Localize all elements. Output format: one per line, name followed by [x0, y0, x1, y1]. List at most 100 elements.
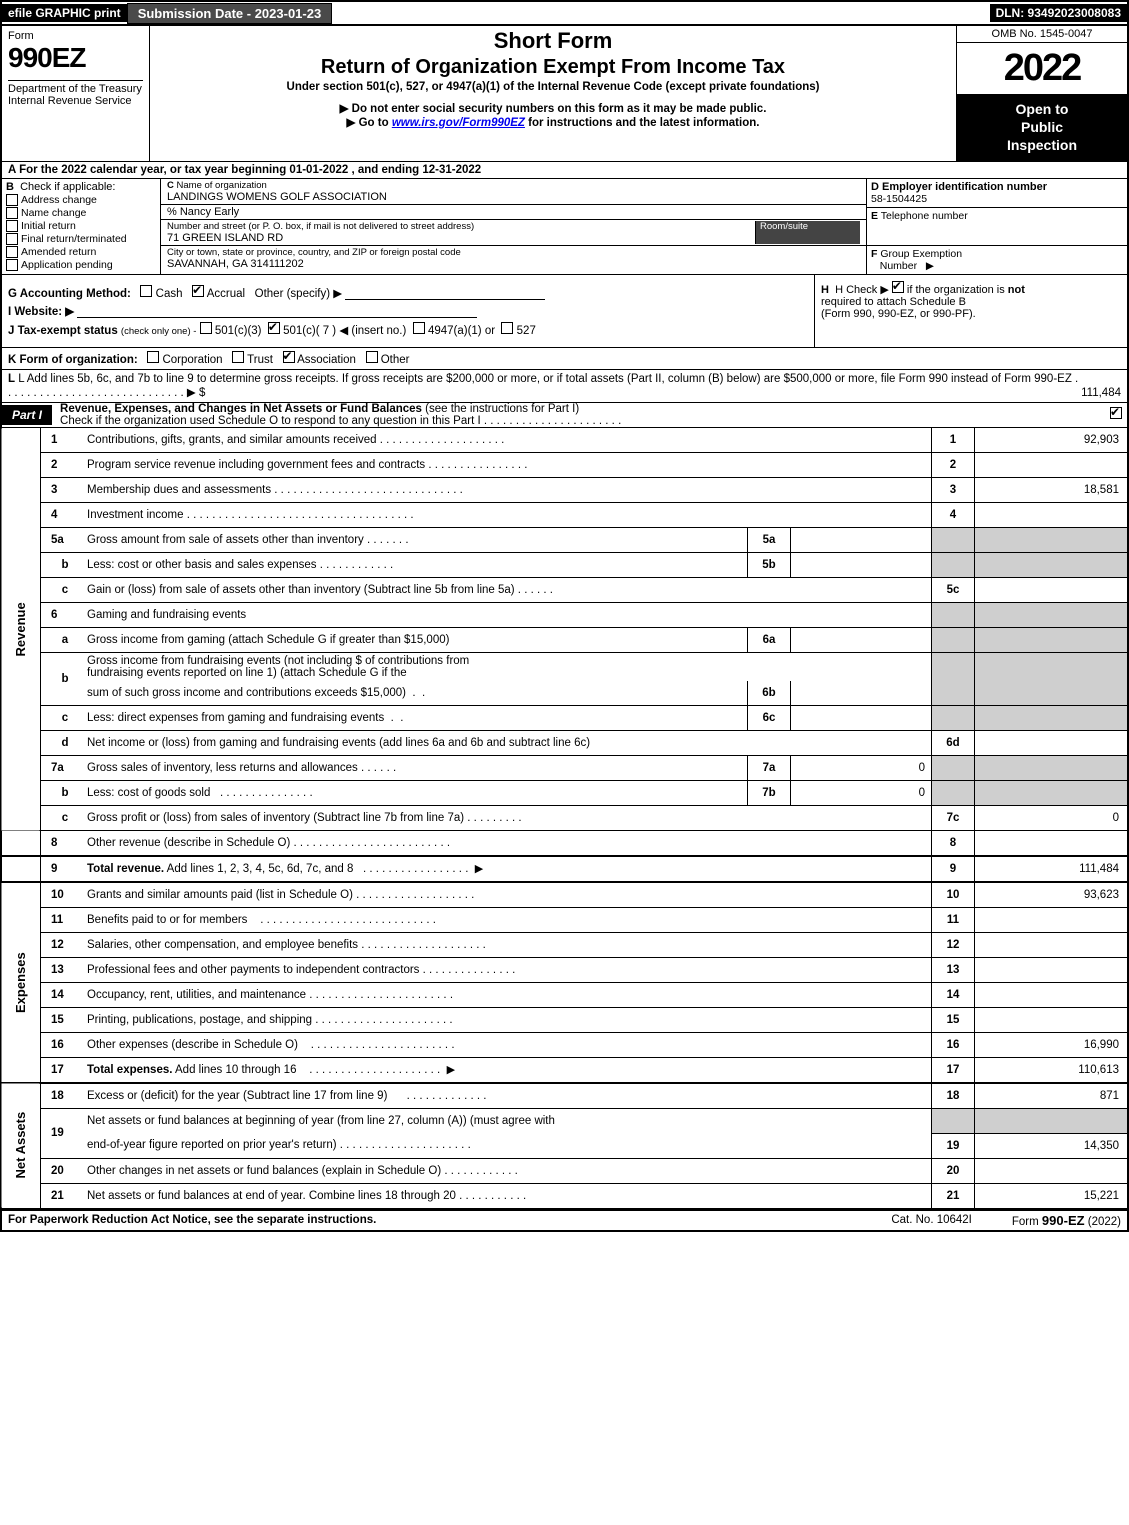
val-20 — [975, 1158, 1129, 1183]
section-c: C Name of organization LANDINGS WOMENS G… — [161, 179, 866, 274]
line-k: K Form of organization: Corporation Trus… — [0, 348, 1129, 370]
val-5b — [791, 552, 932, 577]
ein-header: D Employer identification number — [871, 181, 1123, 193]
val-6a — [791, 627, 932, 652]
row-13: 13 Professional fees and other payments … — [1, 957, 1128, 982]
cb-cash[interactable] — [140, 285, 152, 297]
section-bcdef: B B Check if applicable:Check if applica… — [0, 179, 1129, 275]
group-exemption-label: Group Exemption — [880, 248, 962, 260]
section-b: B B Check if applicable:Check if applica… — [2, 179, 161, 274]
row-9: 9 Total revenue. Add lines 1, 2, 3, 4, 5… — [1, 856, 1128, 882]
cb-501c[interactable] — [268, 322, 280, 334]
side-label-revenue: Revenue — [1, 428, 41, 831]
val-10: 93,623 — [975, 882, 1129, 908]
open-public-badge: Open to Public Inspection — [957, 94, 1127, 161]
ssn-notice: ▶ Do not enter social security numbers o… — [158, 101, 948, 115]
short-form-title: Short Form — [158, 28, 948, 54]
row-17: 17 Total expenses. Add lines 10 through … — [1, 1057, 1128, 1083]
cb-corporation[interactable] — [147, 351, 159, 363]
val-9: 111,484 — [975, 856, 1129, 882]
row-7a: 7a Gross sales of inventory, less return… — [1, 755, 1128, 780]
row-15: 15 Printing, publications, postage, and … — [1, 1007, 1128, 1032]
row-6c: c Less: direct expenses from gaming and … — [1, 705, 1128, 730]
cb-accrual[interactable] — [192, 285, 204, 297]
row-6d: d Net income or (loss) from gaming and f… — [1, 730, 1128, 755]
irs-link[interactable]: www.irs.gov/Form990EZ — [392, 117, 525, 129]
form-number: 990EZ — [8, 42, 143, 74]
val-14 — [975, 982, 1129, 1007]
val-3: 18,581 — [975, 477, 1129, 502]
val-16: 16,990 — [975, 1032, 1129, 1057]
care-of: % Nancy Early — [167, 206, 860, 218]
cb-final-return[interactable]: Final return/terminated — [6, 233, 156, 245]
street-value: 71 GREEN ISLAND RD — [167, 232, 755, 244]
omb-number: OMB No. 1545-0047 — [957, 26, 1127, 43]
form-title: Return of Organization Exempt From Incom… — [158, 56, 948, 79]
row-11: 11 Benefits paid to or for members . . .… — [1, 907, 1128, 932]
row-5a: 5a Gross amount from sale of assets othe… — [1, 527, 1128, 552]
cb-4947[interactable] — [413, 322, 425, 334]
row-18: Net Assets 18 Excess or (deficit) for th… — [1, 1083, 1128, 1109]
side-label-net-assets: Net Assets — [1, 1083, 41, 1209]
cb-address-change[interactable]: Address change — [6, 194, 156, 206]
cb-trust[interactable] — [232, 351, 244, 363]
cb-association[interactable] — [283, 351, 295, 363]
phone-header: Telephone number — [881, 210, 968, 222]
efile-label: efile GRAPHIC print — [8, 6, 121, 20]
dept-treasury: Department of the Treasury — [8, 83, 143, 95]
row-6: 6 Gaming and fundraising events — [1, 602, 1128, 627]
dept-irs: Internal Revenue Service — [8, 95, 143, 107]
org-name-value: LANDINGS WOMENS GOLF ASSOCIATION — [167, 191, 860, 203]
cb-other-org[interactable] — [366, 351, 378, 363]
city-value: SAVANNAH, GA 314111202 — [167, 258, 860, 270]
cb-initial-return[interactable]: Initial return — [6, 220, 156, 232]
row-4: 4 Investment income . . . . . . . . . . … — [1, 502, 1128, 527]
line-l: L L Add lines 5b, 6c, and 7b to line 9 t… — [0, 370, 1129, 403]
row-10: Expenses 10 Grants and similar amounts p… — [1, 882, 1128, 908]
cb-name-change[interactable]: Name change — [6, 207, 156, 219]
page-footer: For Paperwork Reduction Act Notice, see … — [0, 1209, 1129, 1232]
row-2: 2 Program service revenue including gove… — [1, 452, 1128, 477]
cb-application-pending[interactable]: Application pending — [6, 259, 156, 271]
cb-527[interactable] — [501, 322, 513, 334]
val-13 — [975, 957, 1129, 982]
row-7b: b Less: cost of goods sold . . . . . . .… — [1, 780, 1128, 805]
form-subtitle: Under section 501(c), 527, or 4947(a)(1)… — [158, 81, 948, 93]
tax-year: 2022 — [957, 43, 1127, 94]
cb-schedule-b[interactable] — [892, 281, 904, 293]
cb-part-i-schedule-o[interactable] — [1110, 407, 1122, 419]
row-6a: a Gross income from gaming (attach Sched… — [1, 627, 1128, 652]
line-g: G Accounting Method: Cash Accrual Other … — [8, 285, 808, 300]
val-7c: 0 — [975, 805, 1129, 830]
val-12 — [975, 932, 1129, 957]
val-7b: 0 — [791, 780, 932, 805]
val-6d — [975, 730, 1129, 755]
val-6c — [791, 705, 932, 730]
gross-receipts-amount: 111,484 — [1081, 387, 1121, 399]
part-i-check-line: Check if the organization used Schedule … — [60, 415, 481, 427]
val-18: 871 — [975, 1083, 1129, 1109]
val-6b — [791, 681, 932, 706]
row-19a: 19 Net assets or fund balances at beginn… — [1, 1108, 1128, 1133]
header-left: Form 990EZ Department of the Treasury In… — [2, 26, 150, 161]
row-19b: end-of-year figure reported on prior yea… — [1, 1133, 1128, 1158]
form-word: Form — [8, 30, 143, 42]
cb-501c3[interactable] — [200, 322, 212, 334]
city-label: City or town, state or province, country… — [167, 247, 860, 258]
val-5c — [975, 577, 1129, 602]
val-15 — [975, 1007, 1129, 1032]
room-suite-label: Room/suite — [755, 221, 860, 244]
part-i-table: Revenue 1 Contributions, gifts, grants, … — [0, 428, 1129, 1209]
efile-print-button[interactable]: efile GRAPHIC print — [2, 4, 127, 22]
row-14: 14 Occupancy, rent, utilities, and maint… — [1, 982, 1128, 1007]
goto-notice: ▶ Go to www.irs.gov/Form990EZ for instru… — [158, 115, 948, 129]
val-17: 110,613 — [975, 1057, 1129, 1083]
submission-date-badge: Submission Date - 2023-01-23 — [127, 3, 333, 24]
line-i: I Website: ▶ — [8, 304, 808, 318]
val-7a: 0 — [791, 755, 932, 780]
line-j: J Tax-exempt status (check only one) ‐ 5… — [8, 322, 808, 337]
cb-amended-return[interactable]: Amended return — [6, 246, 156, 258]
row-21: 21 Net assets or fund balances at end of… — [1, 1183, 1128, 1208]
line-a-tax-year: A For the 2022 calendar year, or tax yea… — [0, 162, 1129, 179]
form-header: Form 990EZ Department of the Treasury In… — [0, 26, 1129, 162]
